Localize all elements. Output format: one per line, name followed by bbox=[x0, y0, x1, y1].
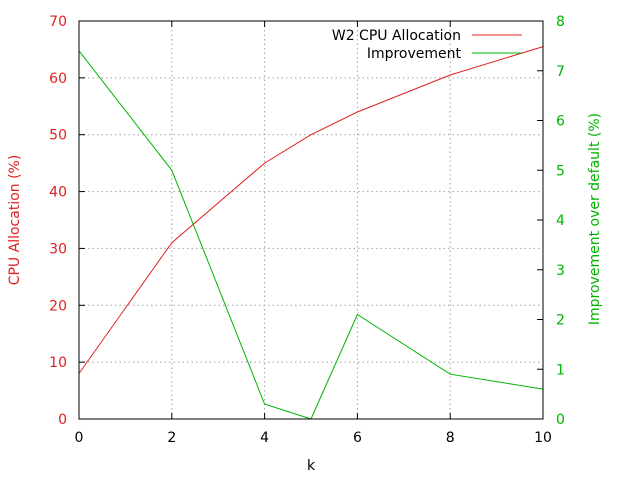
x-tick-label: 6 bbox=[353, 430, 362, 446]
y-right-tick-label: 6 bbox=[556, 114, 565, 130]
legend-label-0: W2 CPU Allocation bbox=[332, 28, 461, 44]
series-line-1 bbox=[78, 50, 544, 420]
x-tick-label: 0 bbox=[75, 430, 84, 446]
y-left-tick-label: 20 bbox=[49, 298, 67, 314]
x-tick-label: 2 bbox=[167, 430, 176, 446]
y-left-tick-label: 30 bbox=[49, 241, 67, 257]
series-line-0 bbox=[78, 46, 544, 374]
x-tick-label: 4 bbox=[260, 430, 269, 446]
x-tick-label: 8 bbox=[446, 430, 455, 446]
y-left-tick-label: 70 bbox=[49, 14, 67, 30]
y-left-tick-label: 60 bbox=[49, 71, 67, 87]
legend-label-1: Improvement bbox=[367, 46, 462, 62]
x-axis-label: k bbox=[307, 458, 316, 474]
y-axis-right-label: Improvement over default (%) bbox=[587, 113, 603, 325]
y-right-tick-label: 5 bbox=[556, 163, 565, 179]
series-lines bbox=[78, 46, 544, 420]
y-right-tick-label: 3 bbox=[556, 263, 565, 279]
axis-ticks bbox=[78, 20, 544, 420]
plot-frame bbox=[78, 20, 544, 420]
y-right-tick-label: 8 bbox=[556, 14, 565, 30]
y-right-tick-label: 7 bbox=[556, 64, 565, 80]
x-tick-label: 10 bbox=[534, 430, 552, 446]
legend: W2 CPU Allocation Improvement bbox=[332, 28, 522, 62]
y-axis-left-label: CPU Allocation (%) bbox=[7, 155, 23, 286]
y-right-tick-label: 4 bbox=[556, 213, 565, 229]
y-left-tick-label: 50 bbox=[49, 128, 67, 144]
y-right-tick-label: 0 bbox=[556, 412, 565, 428]
y-left-tick-label: 0 bbox=[58, 412, 67, 428]
grid bbox=[79, 21, 543, 419]
y-left-tick-label: 40 bbox=[49, 185, 67, 201]
y-left-tick-label: 10 bbox=[49, 355, 67, 371]
y-right-tick-label: 2 bbox=[556, 313, 565, 329]
y-right-tick-label: 1 bbox=[556, 362, 565, 378]
